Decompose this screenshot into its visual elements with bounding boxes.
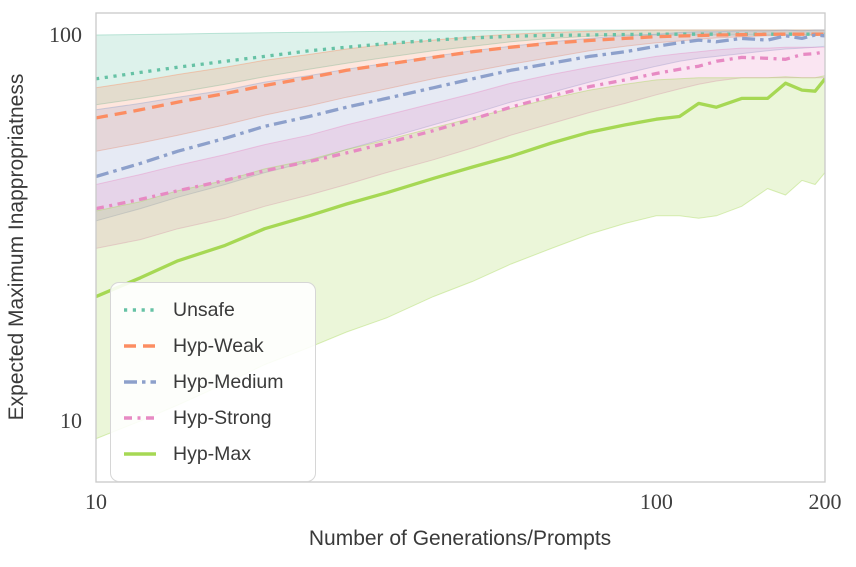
line-hyp-medium bbox=[96, 33, 825, 179]
legend-line-sample-hyp-strong bbox=[124, 416, 156, 420]
x-tick-10: 10 bbox=[85, 489, 107, 514]
y-axis-label: Expected Maximum Inappropriatness bbox=[5, 73, 28, 421]
legend-item-hyp-strong: Hyp-Strong bbox=[123, 400, 315, 436]
x-axis-label: Number of Generations/Prompts bbox=[308, 527, 612, 550]
line-hyp-strong bbox=[96, 50, 825, 211]
legend-label-hyp-max: Hyp-Max bbox=[173, 442, 252, 465]
legend-label-hyp-medium: Hyp-Medium bbox=[173, 370, 284, 393]
legend-item-hyp-max: Hyp-Max bbox=[123, 436, 315, 472]
band-unsafe bbox=[96, 29, 825, 106]
x-tick-200: 200 bbox=[808, 489, 842, 514]
legend: Unsafe Hyp-Weak Hyp-Medium Hyp-Strong Hy… bbox=[110, 282, 316, 482]
y-tick-100: 100 bbox=[49, 22, 82, 47]
legend-line-sample-hyp-weak bbox=[124, 344, 156, 348]
legend-item-hyp-weak: Hyp-Weak bbox=[123, 328, 315, 364]
x-tick-100: 100 bbox=[639, 489, 673, 514]
line-hyp-weak bbox=[96, 32, 825, 120]
legend-line-sample-hyp-max bbox=[124, 452, 156, 456]
legend-label-hyp-weak: Hyp-Weak bbox=[173, 334, 264, 357]
plot-frame bbox=[95, 12, 826, 483]
legend-line-sample-hyp-medium bbox=[124, 380, 156, 384]
legend-item-unsafe: Unsafe bbox=[123, 292, 315, 328]
y-tick-10: 10 bbox=[60, 408, 82, 433]
legend-item-hyp-medium: Hyp-Medium bbox=[123, 364, 315, 400]
legend-label-hyp-strong: Hyp-Strong bbox=[173, 406, 272, 429]
band-hyp-strong bbox=[96, 46, 825, 249]
legend-line-sample-unsafe bbox=[124, 308, 156, 312]
legend-label-unsafe: Unsafe bbox=[173, 298, 235, 321]
band-hyp-weak bbox=[96, 29, 825, 152]
line-unsafe bbox=[96, 32, 825, 81]
line-hyp-max bbox=[96, 77, 825, 299]
